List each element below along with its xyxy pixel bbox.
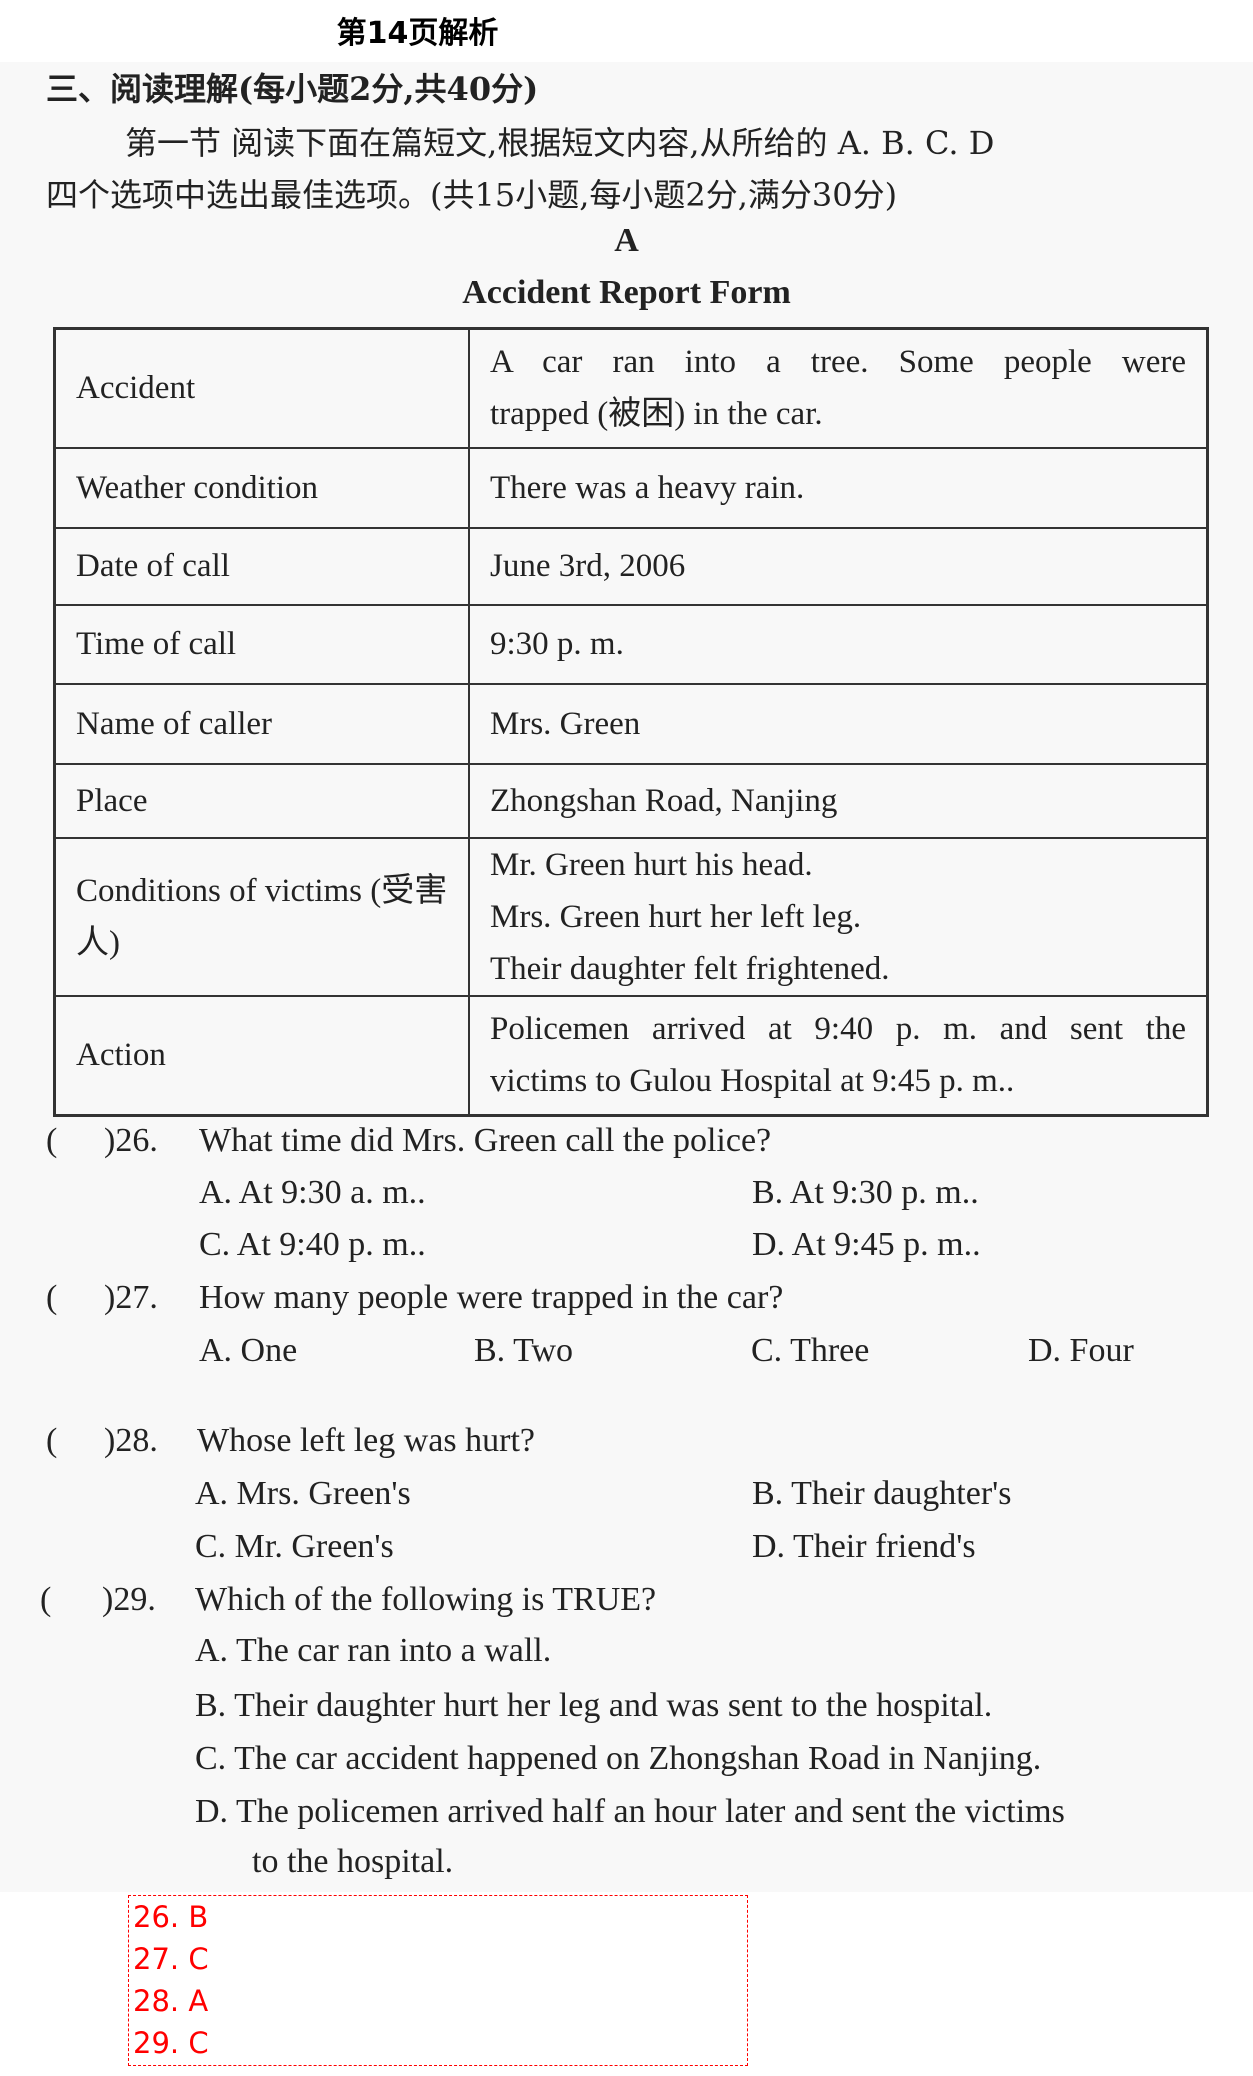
answer-paren: ( xyxy=(46,1279,58,1316)
question-text: How many people were trapped in the car? xyxy=(199,1279,784,1316)
option-c: C. The car accident happened on Zhongsha… xyxy=(195,1740,1042,1777)
form-title: Accident Report Form xyxy=(462,274,791,311)
option-c: C. At 9:40 p. m.. xyxy=(199,1226,426,1263)
option-d: D. Four xyxy=(1028,1332,1134,1369)
row-value: Zhongshan Road, Nanjing xyxy=(468,762,1209,839)
row-label: Action xyxy=(53,994,470,1117)
question-text: Whose left leg was hurt? xyxy=(197,1422,535,1459)
table-row: Weather condition There was a heavy rain. xyxy=(53,446,1209,529)
row-value: There was a heavy rain. xyxy=(468,446,1209,529)
option-d: D. Their friend's xyxy=(752,1528,976,1565)
option-a: A. One xyxy=(199,1332,298,1369)
option-c: C. Mr. Green's xyxy=(195,1528,394,1565)
question-text: Which of the following is TRUE? xyxy=(195,1581,657,1618)
question-text: What time did Mrs. Green call the police… xyxy=(199,1122,772,1159)
table-row: Accident A car ran into a tree. Some peop… xyxy=(53,327,1209,449)
table-row: Time of call 9:30 p. m. xyxy=(53,603,1209,685)
answer-paren: ( xyxy=(40,1581,52,1618)
table-row: Place Zhongshan Road, Nanjing xyxy=(53,762,1209,839)
option-d: D. The policemen arrived half an hour la… xyxy=(195,1793,1065,1830)
answer-paren: ( xyxy=(46,1422,58,1459)
passage-label: A xyxy=(614,222,639,259)
option-d: D. At 9:45 p. m.. xyxy=(752,1226,981,1263)
question-number: )27. xyxy=(104,1279,158,1316)
table-row: Action Policemen arrived at 9:40 p. m. an… xyxy=(53,994,1209,1117)
row-label: Name of caller xyxy=(53,682,470,765)
row-label: Place xyxy=(53,762,470,839)
table-row: Name of caller Mrs. Green xyxy=(53,682,1209,765)
row-label: Weather condition xyxy=(53,446,470,529)
option-b: B. Their daughter's xyxy=(752,1475,1012,1512)
answer-26: 26. B xyxy=(133,1900,209,1934)
row-label: Time of call xyxy=(53,603,470,685)
instruction-line-2: 四个选项中选出最佳选项。(共15小题,每小题2分,满分30分) xyxy=(46,176,898,214)
row-value: A car ran into a tree. Some people were t… xyxy=(468,327,1209,449)
instruction-line-1: 第一节 阅读下面在篇短文,根据短文内容,从所给的 A. B. C. D xyxy=(125,124,995,162)
option-b: B. Their daughter hurt her leg and was s… xyxy=(195,1687,993,1724)
answer-paren: ( xyxy=(46,1122,58,1159)
option-b: B. Two xyxy=(474,1332,574,1369)
question-number: )29. xyxy=(102,1581,156,1618)
question-number: )26. xyxy=(104,1122,158,1159)
option-a: A. At 9:30 a. m.. xyxy=(199,1174,426,1211)
answer-key-box: 26. B 27. C 28. A 29. C xyxy=(128,1895,748,2066)
row-value: Mrs. Green xyxy=(468,682,1209,765)
row-label: Date of call xyxy=(53,526,470,606)
option-a: A. Mrs. Green's xyxy=(195,1475,411,1512)
answer-29: 29. C xyxy=(133,2026,209,2060)
answer-27: 27. C xyxy=(133,1942,209,1976)
row-value: June 3rd, 2006 xyxy=(468,526,1209,606)
option-d-continued: to the hospital. xyxy=(252,1843,454,1880)
section-heading: 三、阅读理解(每小题2分,共40分) xyxy=(46,70,539,108)
table-row: Date of call June 3rd, 2006 xyxy=(53,526,1209,606)
accident-report-table: Accident A car ran into a tree. Some peop… xyxy=(53,327,1209,1117)
row-value: 9:30 p. m. xyxy=(468,603,1209,685)
row-label: Conditions of victims (受害人) xyxy=(53,836,470,997)
option-a: A. The car ran into a wall. xyxy=(195,1632,552,1669)
row-value: Mr. Green hurt his head. Mrs. Green hurt … xyxy=(468,836,1209,997)
row-label: Accident xyxy=(53,327,470,449)
answer-28: 28. A xyxy=(133,1984,209,2018)
page-title: 第14页解析 xyxy=(336,16,499,51)
option-c: C. Three xyxy=(751,1332,870,1369)
option-b: B. At 9:30 p. m.. xyxy=(752,1174,979,1211)
row-value: Policemen arrived at 9:40 p. m. and sent… xyxy=(468,994,1209,1117)
table-row: Conditions of victims (受害人) Mr. Green hur… xyxy=(53,836,1209,997)
question-number: )28. xyxy=(104,1422,158,1459)
